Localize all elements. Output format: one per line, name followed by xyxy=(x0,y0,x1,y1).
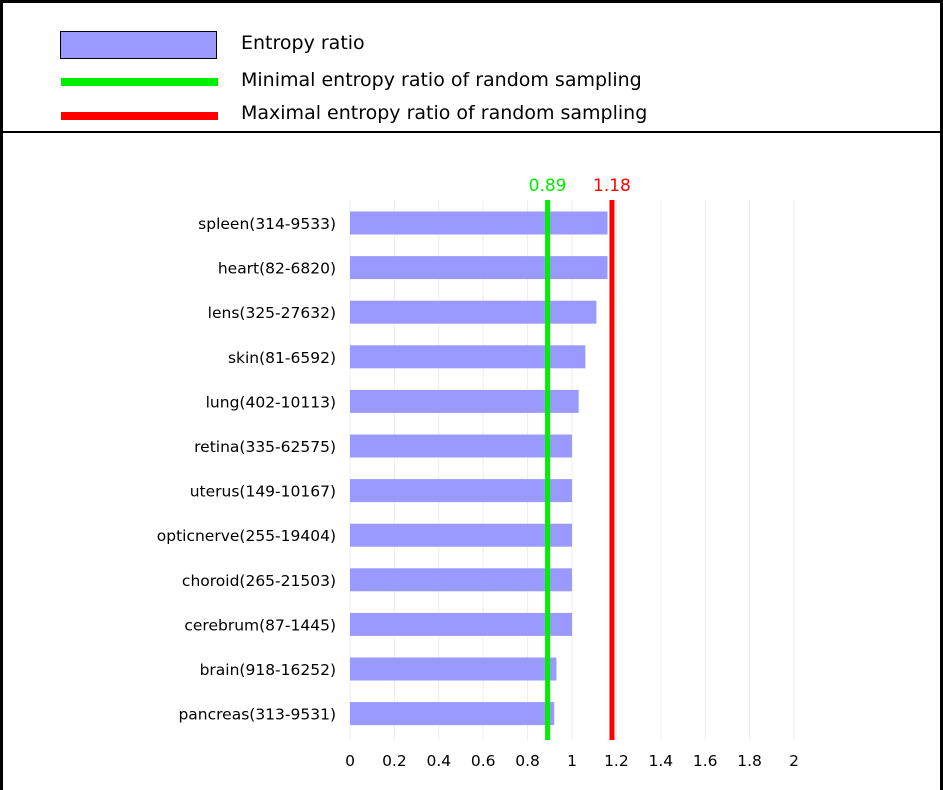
legend-label: Entropy ratio xyxy=(241,32,365,54)
bar xyxy=(350,702,555,726)
reference-line-label: 0.89 xyxy=(529,176,567,196)
bar xyxy=(350,568,572,592)
x-tick-label: 1.6 xyxy=(693,752,718,770)
x-tick-label: 0.2 xyxy=(382,752,407,770)
category-label: brain(918-16252) xyxy=(200,661,336,679)
legend-swatch-red-line xyxy=(61,112,218,120)
bar xyxy=(350,256,608,280)
legend-item-min-entropy: Minimal entropy ratio of random sampling xyxy=(3,66,940,96)
category-label: lung(402-10113) xyxy=(206,393,336,411)
bar xyxy=(350,523,572,547)
bar xyxy=(350,434,572,458)
bar xyxy=(350,479,572,503)
category-label: opticnerve(255-19404) xyxy=(157,527,336,545)
gridlines xyxy=(349,200,795,740)
legend-label: Minimal entropy ratio of random sampling xyxy=(241,69,642,91)
category-label: retina(335-62575) xyxy=(194,438,336,456)
x-tick-label: 0.4 xyxy=(426,752,451,770)
x-tick-label: 0 xyxy=(345,752,355,770)
x-tick-label: 2 xyxy=(789,752,799,770)
category-label: heart(82-6820) xyxy=(218,260,336,278)
bar xyxy=(350,389,579,413)
category-label: uterus(149-10167) xyxy=(190,483,336,501)
category-label: skin(81-6592) xyxy=(228,349,336,367)
reference-line-label: 1.18 xyxy=(593,176,631,196)
bar xyxy=(350,300,597,324)
bar xyxy=(350,211,608,235)
x-tick-label: 1 xyxy=(567,752,577,770)
category-label: choroid(265-21503) xyxy=(182,572,336,590)
category-label: spleen(314-9533) xyxy=(198,215,336,233)
legend-swatch-green-line xyxy=(61,78,218,86)
bar xyxy=(350,345,586,369)
legend-item-max-entropy: Maximal entropy ratio of random sampling xyxy=(3,100,940,130)
x-tick-label: 1.2 xyxy=(604,752,629,770)
x-tick-label: 1.4 xyxy=(648,752,673,770)
legend-item-entropy-ratio: Entropy ratio xyxy=(3,29,940,59)
x-tick-label: 0.8 xyxy=(515,752,540,770)
category-label: pancreas(313-9531) xyxy=(178,706,336,724)
x-tick-label: 1.8 xyxy=(737,752,762,770)
category-labels: spleen(314-9533) heart(82-6820) lens(325-2… xyxy=(157,215,336,724)
legend-label: Maximal entropy ratio of random sampling xyxy=(241,102,648,124)
bar xyxy=(350,612,572,636)
reference-lines: 0.89 1.18 xyxy=(529,176,631,740)
x-tick-labels: 0 0.2 0.4 0.6 0.8 1 1.2 1.4 1.6 1.8 2 xyxy=(345,752,799,770)
legend: Entropy ratio Minimal entropy ratio of r… xyxy=(3,3,940,133)
x-tick-label: 0.6 xyxy=(471,752,496,770)
category-label: lens(325-27632) xyxy=(208,304,336,322)
bar xyxy=(350,657,557,681)
bars xyxy=(350,211,608,726)
category-label: cerebrum(87-1445) xyxy=(184,616,336,634)
legend-swatch-bar xyxy=(60,31,217,59)
